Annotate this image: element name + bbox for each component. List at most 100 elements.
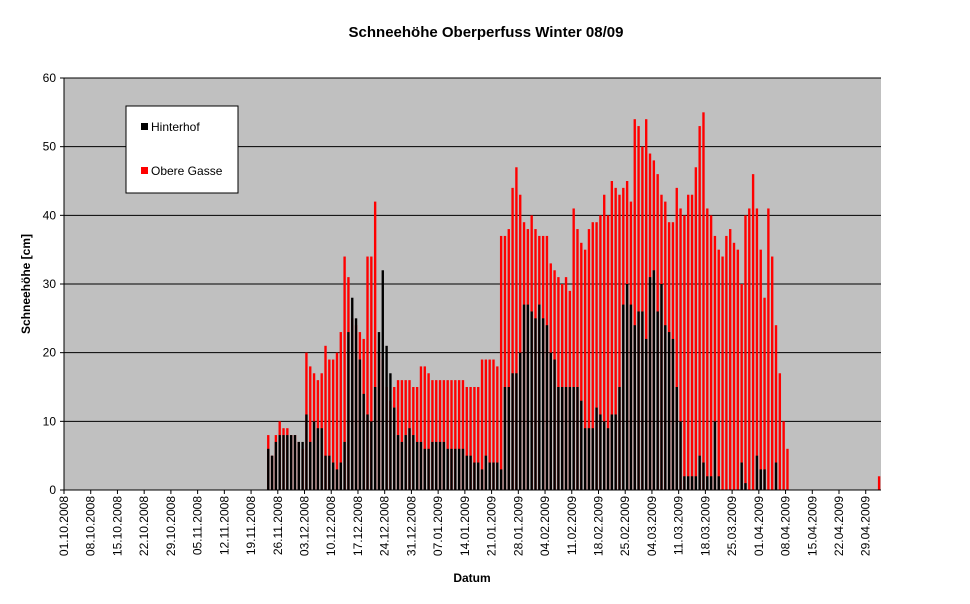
x-tick-label: 15.04.2009 bbox=[805, 496, 819, 556]
bar-hinterhof bbox=[744, 483, 747, 490]
x-tick-label: 15.10.2008 bbox=[110, 496, 124, 556]
bar-obere-gasse bbox=[370, 256, 373, 490]
bar-hinterhof bbox=[652, 270, 656, 490]
bar-obere-gasse bbox=[702, 112, 705, 490]
bar-hinterhof bbox=[553, 359, 556, 490]
bar-hinterhof bbox=[351, 297, 354, 490]
bar-obere-gasse bbox=[324, 345, 327, 490]
bar-hinterhof bbox=[419, 441, 423, 490]
bar-hinterhof bbox=[343, 441, 346, 490]
bar-obere-gasse bbox=[507, 229, 510, 490]
x-tick-label: 31.12.2008 bbox=[404, 496, 418, 556]
bar-obere-gasse bbox=[694, 167, 698, 490]
bar-obere-gasse bbox=[637, 126, 640, 490]
bar-obere-gasse bbox=[614, 187, 617, 490]
bar-obere-gasse bbox=[404, 380, 407, 490]
bar-hinterhof bbox=[274, 441, 278, 490]
bar-obere-gasse bbox=[396, 380, 400, 490]
y-tick-label: 60 bbox=[43, 71, 57, 85]
bar-hinterhof bbox=[614, 414, 617, 490]
bar-obere-gasse bbox=[488, 359, 491, 490]
x-tick-label: 29.04.2009 bbox=[859, 496, 873, 556]
bar-hinterhof bbox=[702, 462, 705, 490]
bar-obere-gasse bbox=[774, 325, 778, 490]
bar-obere-gasse bbox=[511, 187, 514, 490]
bar-obere-gasse bbox=[454, 380, 457, 490]
bar-hinterhof bbox=[404, 435, 407, 490]
bar-hinterhof bbox=[625, 284, 629, 490]
bar-obere-gasse bbox=[496, 366, 499, 490]
bar-hinterhof bbox=[354, 318, 358, 490]
bar-hinterhof bbox=[465, 455, 468, 490]
bar-obere-gasse bbox=[763, 297, 766, 490]
bar-obere-gasse bbox=[373, 201, 377, 490]
y-tick-label: 20 bbox=[43, 346, 57, 360]
bar-hinterhof bbox=[641, 311, 644, 490]
x-tick-label: 29.10.2008 bbox=[164, 496, 178, 556]
bar-obere-gasse bbox=[778, 373, 782, 490]
bar-hinterhof bbox=[278, 435, 281, 490]
x-tick-label: 10.12.2008 bbox=[324, 496, 338, 556]
legend: Hinterhof Obere Gasse bbox=[125, 105, 239, 194]
bar-obere-gasse bbox=[633, 119, 636, 490]
bar-obere-gasse bbox=[469, 387, 472, 490]
bar-hinterhof bbox=[679, 421, 682, 490]
x-tick-label: 08.10.2008 bbox=[84, 496, 98, 556]
bar-obere-gasse bbox=[331, 359, 335, 490]
bar-hinterhof bbox=[530, 311, 533, 490]
bar-hinterhof bbox=[366, 414, 369, 490]
bar-hinterhof bbox=[309, 441, 312, 490]
bar-hinterhof bbox=[759, 469, 762, 490]
bar-hinterhof bbox=[690, 476, 694, 490]
bar-hinterhof bbox=[503, 387, 507, 490]
bar-hinterhof bbox=[328, 455, 331, 490]
bar-hinterhof bbox=[377, 332, 381, 490]
x-tick-label: 28.01.2009 bbox=[511, 496, 525, 556]
bar-hinterhof bbox=[656, 311, 659, 490]
bar-hinterhof bbox=[335, 469, 339, 490]
bar-obere-gasse bbox=[480, 359, 484, 490]
x-axis-title: Datum bbox=[453, 571, 490, 585]
bar-obere-gasse bbox=[755, 208, 759, 490]
x-tick-label: 03.12.2008 bbox=[298, 496, 312, 556]
bar-hinterhof bbox=[438, 441, 442, 490]
bar-obere-gasse bbox=[515, 167, 518, 490]
bar-hinterhof bbox=[457, 448, 461, 490]
x-tick-label: 22.04.2009 bbox=[832, 496, 846, 556]
x-tick-label: 04.03.2009 bbox=[645, 496, 659, 556]
bar-hinterhof bbox=[393, 407, 396, 490]
bar-hinterhof bbox=[473, 462, 476, 490]
x-tick-label: 19.11.2008 bbox=[244, 496, 258, 555]
bar-obere-gasse bbox=[717, 249, 720, 490]
bar-hinterhof bbox=[480, 469, 484, 490]
bar-obere-gasse bbox=[721, 256, 724, 490]
bar-hinterhof bbox=[431, 441, 434, 490]
bar-obere-gasse bbox=[706, 208, 709, 490]
x-tick-label: 25.02.2009 bbox=[618, 496, 632, 556]
bar-obere-gasse bbox=[438, 380, 442, 490]
bar-obere-gasse bbox=[335, 352, 339, 490]
bar-hinterhof bbox=[423, 448, 426, 490]
bar-hinterhof bbox=[293, 435, 297, 490]
bar-obere-gasse bbox=[683, 215, 686, 490]
bar-obere-gasse bbox=[599, 215, 602, 490]
bar-hinterhof bbox=[713, 421, 717, 490]
bar-obere-gasse bbox=[687, 194, 690, 491]
bar-hinterhof bbox=[286, 435, 289, 490]
bar-hinterhof bbox=[389, 373, 392, 490]
bar-hinterhof bbox=[599, 414, 602, 490]
bar-obere-gasse bbox=[465, 387, 468, 490]
bar-obere-gasse bbox=[736, 249, 740, 490]
bar-obere-gasse bbox=[771, 256, 774, 490]
bar-hinterhof bbox=[412, 435, 415, 490]
bar-hinterhof bbox=[484, 455, 488, 490]
bar-hinterhof bbox=[717, 476, 720, 490]
x-tick-label: 11.02.2009 bbox=[565, 496, 579, 555]
x-tick-label: 07.01.2009 bbox=[431, 496, 445, 556]
bar-hinterhof bbox=[381, 270, 384, 490]
bar-hinterhof bbox=[580, 400, 583, 490]
bar-obere-gasse bbox=[572, 208, 575, 490]
bar-hinterhof bbox=[446, 448, 449, 490]
bar-hinterhof bbox=[454, 448, 457, 490]
